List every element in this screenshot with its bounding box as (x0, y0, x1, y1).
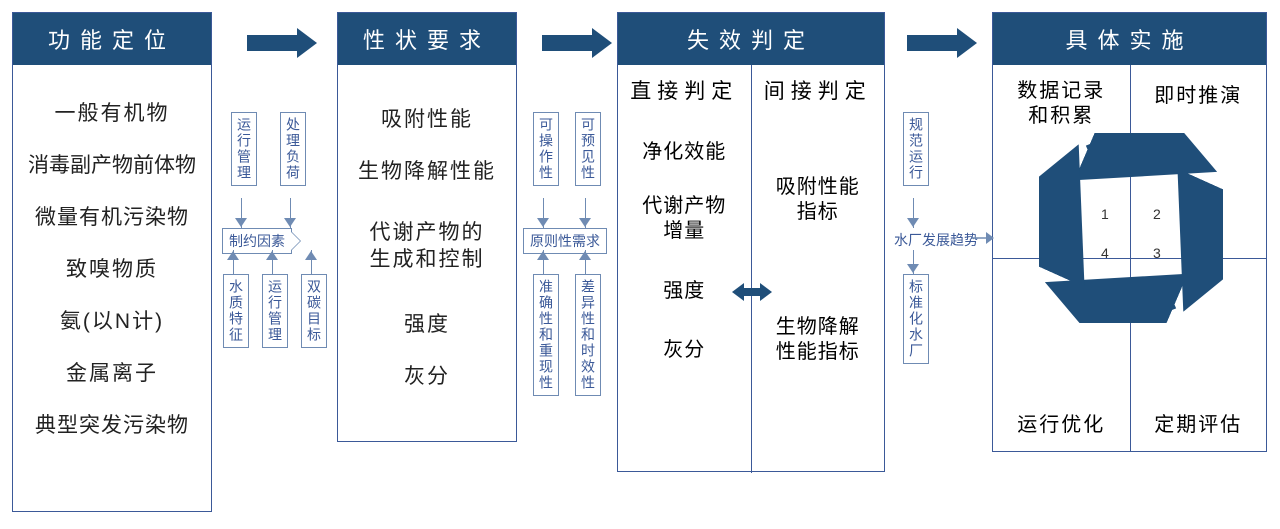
list-item: 灰分 (344, 360, 510, 390)
mini-arrowhead-icon (537, 218, 549, 228)
mini-box: 可操作性 (533, 112, 559, 186)
sub-item: 生物降解 性能指标 (754, 315, 883, 365)
mini-box: 标准化水厂 (903, 274, 929, 364)
mini-box: 处理负荷 (280, 112, 306, 186)
col-header: 直接判定 (620, 75, 749, 105)
flow-arrow-icon (907, 28, 977, 58)
mini-arrowhead-icon (579, 250, 591, 260)
mini-box: 差异性和时效性 (575, 274, 601, 396)
list-item: 生物降解性能 (344, 155, 510, 185)
sub-item: 代谢产物 增量 (620, 194, 749, 244)
failure-col-direct: 直接判定 净化效能 代谢产物 增量 强度 灰分 (618, 65, 751, 473)
trend-label: 水厂发展趋势 (894, 230, 978, 250)
list-item: 吸附性能 (344, 103, 510, 133)
list-item: 一般有机物 (19, 97, 205, 127)
panel-function: 功能定位 一般有机物 消毒副产物前体物 微量有机污染物 致嗅物质 氨(以N计) … (12, 12, 212, 512)
panel-properties-body: 吸附性能 生物降解性能 代谢产物的 生成和控制 强度 灰分 (338, 65, 516, 422)
cycle-number: 4 (1101, 245, 1109, 261)
mini-arrowhead-icon (266, 250, 278, 260)
mini-arrowhead-icon (305, 250, 317, 260)
mini-arrowhead-icon (907, 264, 919, 274)
mini-arrowhead-icon (227, 250, 239, 260)
cycle-number: 3 (1153, 245, 1161, 261)
list-item: 代谢产物的 生成和控制 (344, 219, 510, 274)
mini-box: 可预见性 (575, 112, 601, 186)
panel-failure-header: 失效判定 (618, 13, 884, 65)
sub-item: 灰分 (620, 333, 749, 362)
quad-cell-2: 即时推演 (1130, 65, 1267, 258)
list-item: 强度 (344, 308, 510, 338)
cycle-number: 2 (1153, 206, 1161, 222)
sub-item: 净化效能 (620, 135, 749, 164)
sub-item: 吸附性能 指标 (754, 175, 883, 225)
mini-arrowhead-icon (284, 218, 296, 228)
mini-arrowhead-icon (907, 218, 919, 228)
quad-cell-1: 数据记录 和积累 (993, 65, 1130, 258)
quad-label: 数据记录 和积累 (1017, 79, 1105, 129)
hub-principles: 原则性需求 (523, 228, 607, 254)
cycle-number: 1 (1101, 206, 1109, 222)
quad-label: 定期评估 (1154, 408, 1242, 437)
mini-box: 水质特征 (223, 274, 249, 348)
mini-arrowhead-icon (235, 218, 247, 228)
mini-arrowhead-icon (537, 250, 549, 260)
list-item: 致嗅物质 (19, 253, 205, 283)
flow-arrow-icon (247, 28, 317, 58)
panel-properties: 性状要求 吸附性能 生物降解性能 代谢产物的 生成和控制 强度 灰分 (337, 12, 517, 442)
flow-arrow-icon (542, 28, 612, 58)
panel-implementation: 具体实施 数据记录 和积累 即时推演 运行优化 定期评估 1 2 3 4 (992, 12, 1267, 452)
col-header: 间接判定 (754, 75, 883, 105)
mini-box: 规范运行 (903, 112, 929, 186)
sub-item: 强度 (620, 274, 749, 303)
list-item: 消毒副产物前体物 (19, 149, 205, 179)
quad-cell-3: 运行优化 (993, 258, 1130, 451)
mini-arrowhead-icon (579, 218, 591, 228)
mini-box: 双碳目标 (301, 274, 327, 348)
failure-col-indirect: 间接判定 吸附性能 指标 生物降解 性能指标 (751, 65, 885, 473)
panel-implementation-header: 具体实施 (993, 13, 1266, 65)
implementation-quad: 数据记录 和积累 即时推演 运行优化 定期评估 (993, 65, 1266, 451)
panel-function-body: 一般有机物 消毒副产物前体物 微量有机污染物 致嗅物质 氨(以N计) 金属离子 … (13, 65, 211, 471)
list-item: 微量有机污染物 (19, 201, 205, 231)
list-item: 典型突发污染物 (19, 409, 205, 439)
panel-properties-header: 性状要求 (338, 13, 516, 65)
panel-failure-split: 直接判定 净化效能 代谢产物 增量 强度 灰分 间接判定 吸附性能 指标 生物降… (618, 65, 884, 473)
bidirectional-arrow-icon (732, 283, 772, 301)
mini-box: 运行管理 (262, 274, 288, 348)
list-item: 金属离子 (19, 357, 205, 387)
quad-label: 运行优化 (1017, 408, 1105, 437)
panel-failure: 失效判定 直接判定 净化效能 代谢产物 增量 强度 灰分 间接判定 吸附性能 指… (617, 12, 885, 472)
panel-function-header: 功能定位 (13, 13, 211, 65)
quad-cell-4: 定期评估 (1130, 258, 1267, 451)
diagram-stage: 功能定位 一般有机物 消毒副产物前体物 微量有机污染物 致嗅物质 氨(以N计) … (12, 12, 1268, 517)
mini-box: 运行管理 (231, 112, 257, 186)
quad-label: 即时推演 (1154, 79, 1242, 108)
list-item: 氨(以N计) (19, 305, 205, 335)
mini-box: 准确性和重现性 (533, 274, 559, 396)
trend-arrow-icon (972, 226, 994, 250)
